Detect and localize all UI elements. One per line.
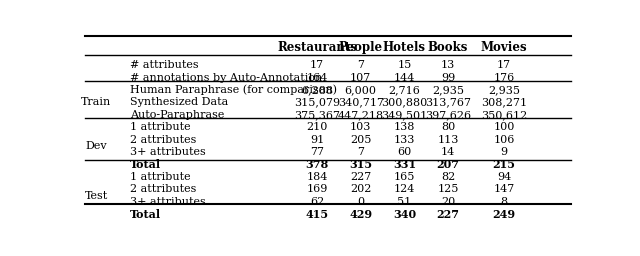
Text: 415: 415 [305, 209, 329, 220]
Text: 17: 17 [310, 60, 324, 70]
Text: 7: 7 [357, 147, 364, 157]
Text: 429: 429 [349, 209, 372, 220]
Text: 106: 106 [493, 135, 515, 145]
Text: 2 attributes: 2 attributes [129, 135, 196, 145]
Text: 340: 340 [393, 209, 416, 220]
Text: 184: 184 [307, 172, 328, 182]
Text: 100: 100 [493, 122, 515, 132]
Text: 62: 62 [310, 197, 324, 207]
Text: 447,218: 447,218 [338, 110, 384, 120]
Text: Hotels: Hotels [383, 41, 426, 54]
Text: 113: 113 [437, 135, 459, 145]
Text: 60: 60 [397, 147, 412, 157]
Text: 227: 227 [436, 209, 460, 220]
Text: Books: Books [428, 41, 468, 54]
Text: Human Paraphrase (for comparison): Human Paraphrase (for comparison) [129, 85, 337, 95]
Text: 91: 91 [310, 135, 324, 145]
Text: 14: 14 [441, 147, 455, 157]
Text: 349,501: 349,501 [381, 110, 428, 120]
Text: 94: 94 [497, 172, 511, 182]
Text: 13: 13 [441, 60, 455, 70]
Text: Test: Test [84, 191, 108, 201]
Text: 7: 7 [357, 60, 364, 70]
Text: 9: 9 [500, 147, 508, 157]
Text: 6,000: 6,000 [345, 85, 377, 95]
Text: 82: 82 [441, 172, 455, 182]
Text: 125: 125 [437, 184, 459, 194]
Text: 350,612: 350,612 [481, 110, 527, 120]
Text: 397,626: 397,626 [425, 110, 471, 120]
Text: 133: 133 [394, 135, 415, 145]
Text: # attributes: # attributes [129, 60, 198, 70]
Text: 169: 169 [307, 184, 328, 194]
Text: Auto-Paraphrase: Auto-Paraphrase [129, 110, 224, 120]
Text: 144: 144 [394, 73, 415, 83]
Text: Restaurants: Restaurants [277, 41, 357, 54]
Text: 3+ attributes: 3+ attributes [129, 197, 205, 207]
Text: 375,367: 375,367 [294, 110, 340, 120]
Text: 2,716: 2,716 [388, 85, 420, 95]
Text: 249: 249 [493, 209, 516, 220]
Text: 8: 8 [500, 197, 508, 207]
Text: 176: 176 [493, 73, 515, 83]
Text: 227: 227 [350, 172, 371, 182]
Text: Train: Train [81, 98, 111, 108]
Text: 20: 20 [441, 197, 455, 207]
Text: 6,288: 6,288 [301, 85, 333, 95]
Text: Dev: Dev [86, 141, 107, 151]
Text: Total: Total [129, 159, 161, 170]
Text: 99: 99 [441, 73, 455, 83]
Text: 2,935: 2,935 [432, 85, 464, 95]
Text: 3+ attributes: 3+ attributes [129, 147, 205, 157]
Text: 80: 80 [441, 122, 455, 132]
Text: 315,079: 315,079 [294, 98, 340, 108]
Text: 315: 315 [349, 159, 372, 170]
Text: 51: 51 [397, 197, 412, 207]
Text: 2 attributes: 2 attributes [129, 184, 196, 194]
Text: 215: 215 [493, 159, 516, 170]
Text: Synthesized Data: Synthesized Data [129, 98, 228, 108]
Text: 124: 124 [394, 184, 415, 194]
Text: 0: 0 [357, 197, 364, 207]
Text: 331: 331 [393, 159, 416, 170]
Text: 107: 107 [350, 73, 371, 83]
Text: 164: 164 [307, 73, 328, 83]
Text: 308,271: 308,271 [481, 98, 527, 108]
Text: 300,880: 300,880 [381, 98, 428, 108]
Text: 340,717: 340,717 [338, 98, 384, 108]
Text: 165: 165 [394, 172, 415, 182]
Text: 1 attribute: 1 attribute [129, 172, 190, 182]
Text: 210: 210 [307, 122, 328, 132]
Text: 202: 202 [350, 184, 371, 194]
Text: 147: 147 [493, 184, 515, 194]
Text: 17: 17 [497, 60, 511, 70]
Text: Total: Total [129, 209, 161, 220]
Text: 103: 103 [350, 122, 371, 132]
Text: Movies: Movies [481, 41, 527, 54]
Text: 207: 207 [436, 159, 460, 170]
Text: 313,767: 313,767 [425, 98, 471, 108]
Text: People: People [339, 41, 383, 54]
Text: 77: 77 [310, 147, 324, 157]
Text: 2,935: 2,935 [488, 85, 520, 95]
Text: 378: 378 [305, 159, 329, 170]
Text: 1 attribute: 1 attribute [129, 122, 190, 132]
Text: # annotations by Auto-Annotation: # annotations by Auto-Annotation [129, 73, 322, 83]
Text: 15: 15 [397, 60, 412, 70]
Text: 205: 205 [350, 135, 371, 145]
Text: 138: 138 [394, 122, 415, 132]
